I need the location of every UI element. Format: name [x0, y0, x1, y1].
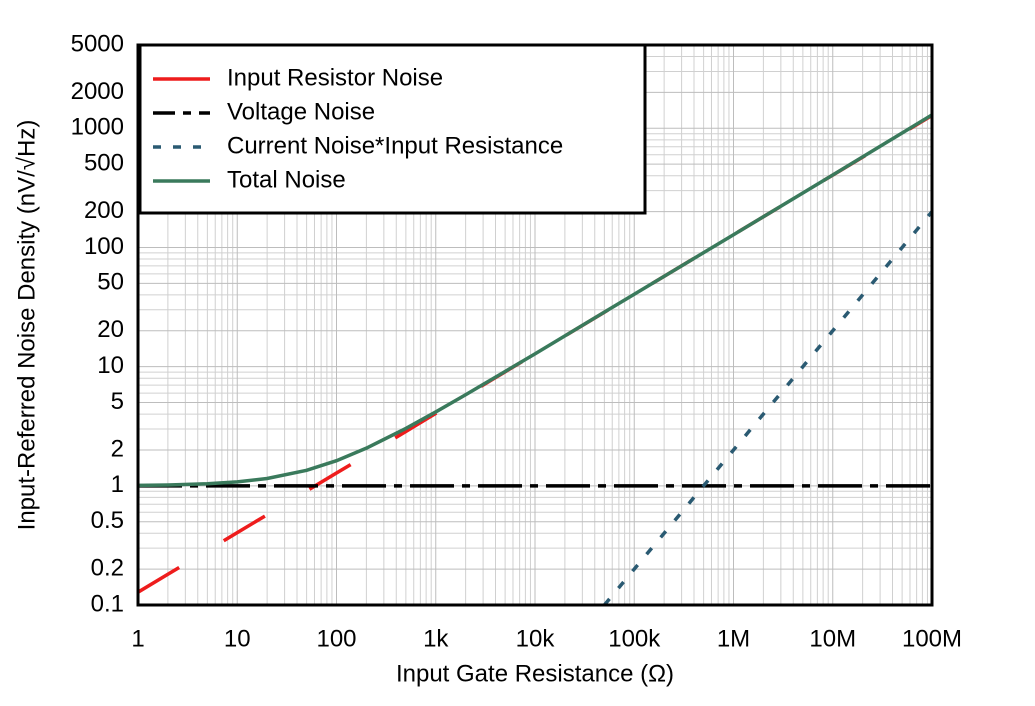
series-line	[138, 114, 932, 594]
legend: Input Resistor Noise Voltage Noise Current…	[138, 43, 647, 215]
y-tick-label: 0.5	[91, 507, 124, 534]
x-tick-label: 10k	[516, 625, 556, 652]
x-axis-title: Input Gate Resistance (Ω)	[396, 660, 674, 687]
y-axis-title: Input-Referred Noise Density (nV/√Hz)	[13, 120, 40, 531]
x-tick-label: 10	[224, 625, 251, 652]
y-tick-label: 0.2	[91, 554, 124, 581]
x-tick-label: 100k	[608, 625, 661, 652]
x-tick-label: 10M	[809, 625, 856, 652]
x-tick-label: 100M	[902, 625, 962, 652]
y-tick-label: 0.1	[91, 590, 124, 617]
legend-box	[138, 43, 647, 215]
x-tick-label: 1k	[423, 625, 449, 652]
x-tick-label: 1	[131, 625, 144, 652]
y-tick-label: 1000	[71, 114, 124, 141]
x-tick-label: 100	[316, 625, 356, 652]
legend-label: Current Noise*Input Resistance	[227, 132, 563, 159]
plot-lines	[138, 113, 932, 605]
y-tick-label: 200	[84, 197, 124, 224]
y-tick-label: 2	[111, 435, 124, 462]
series-line	[138, 113, 932, 488]
legend-label: Voltage Noise	[227, 98, 375, 125]
y-tick-label: 20	[97, 316, 124, 343]
y-tick-label: 10	[97, 352, 124, 379]
y-tick-label: 5000	[71, 30, 124, 57]
legend-label: Total Noise	[227, 166, 346, 193]
x-tick-label: 1M	[717, 625, 750, 652]
y-tick-label: 5	[111, 388, 124, 415]
y-tick-label: 1	[111, 471, 124, 498]
y-tick-label: 100	[84, 233, 124, 260]
y-tick-label: 500	[84, 150, 124, 177]
series-line	[603, 210, 932, 605]
y-tick-label: 50	[97, 269, 124, 296]
legend-label: Input Resistor Noise	[227, 64, 443, 91]
tick-labels: 0.1 0.2 0.5 1 2 5 10 20 50 100 200 500 1000 2000 5000 1…	[71, 30, 962, 652]
y-tick-label: 2000	[71, 78, 124, 105]
